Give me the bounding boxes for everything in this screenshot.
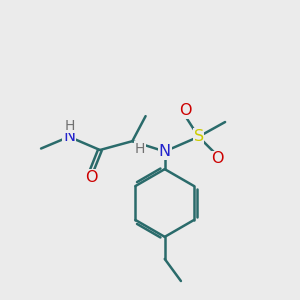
Text: O: O [211,151,224,166]
Text: N: N [159,144,171,159]
Text: N: N [63,129,75,144]
Text: H: H [65,118,75,133]
Text: H: H [134,142,145,155]
Text: S: S [194,129,204,144]
Text: O: O [85,170,98,185]
Text: O: O [179,103,192,118]
